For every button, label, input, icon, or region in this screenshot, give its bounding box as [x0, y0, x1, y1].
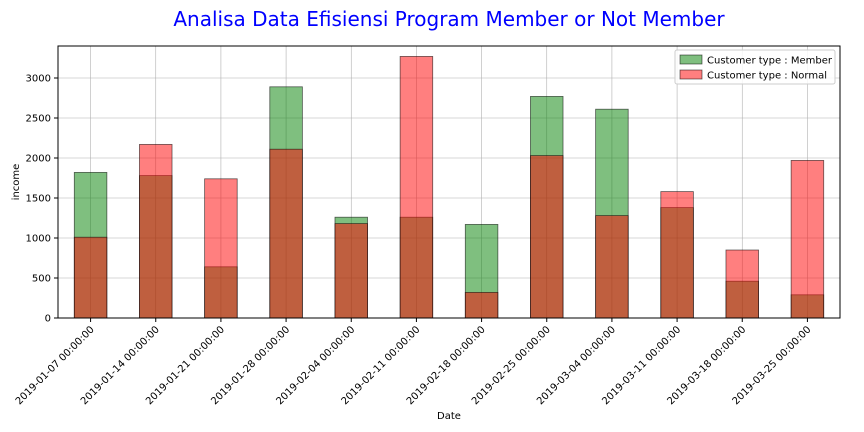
chart-title: Analisa Data Efisiensi Program Member or… [173, 7, 725, 31]
bar-normal-2019-03-25 [790, 159, 825, 319]
y-tick-label: 1000 [26, 234, 51, 245]
legend-label: Customer type : Normal [707, 71, 827, 82]
legend-swatch [679, 69, 703, 80]
y-axis: 0 500 1000 1500 2000 2500 3000 [26, 74, 58, 325]
bar-normal-2019-03-04 [595, 215, 629, 319]
y-tick-label: 3000 [26, 74, 51, 85]
plot-frame [57, 45, 841, 319]
bar-normal-2019-01-28 [269, 148, 303, 319]
grid-lines [58, 46, 840, 319]
legend-label: Customer type : Member [707, 56, 833, 67]
bar-normal-2019-02-18 [464, 291, 499, 319]
bars [73, 56, 825, 319]
bar-normal-2019-02-04 [334, 223, 368, 319]
y-axis-label: income [11, 164, 22, 201]
legend-swatch [679, 54, 703, 65]
legend: Customer type : Member Customer type : No… [674, 49, 836, 85]
y-tick-label: 0 [45, 314, 51, 325]
bar-normal-2019-01-14 [139, 143, 173, 319]
x-axis-label: Date [437, 411, 461, 422]
y-tick-label: 2000 [26, 154, 51, 165]
bar-normal-2019-03-11 [660, 191, 694, 319]
bar-normal-2019-01-21 [204, 178, 238, 319]
bar-normal-2019-01-07 [73, 236, 108, 319]
legend-box [674, 49, 836, 85]
y-tick-label: 1500 [26, 194, 51, 205]
y-tick-label: 2500 [26, 114, 51, 125]
bar-normal-2019-03-18 [725, 249, 759, 319]
y-tick-label: 500 [32, 274, 51, 285]
bar-normal-2019-02-25 [530, 155, 564, 319]
bar-normal-2019-02-11 [399, 56, 434, 319]
